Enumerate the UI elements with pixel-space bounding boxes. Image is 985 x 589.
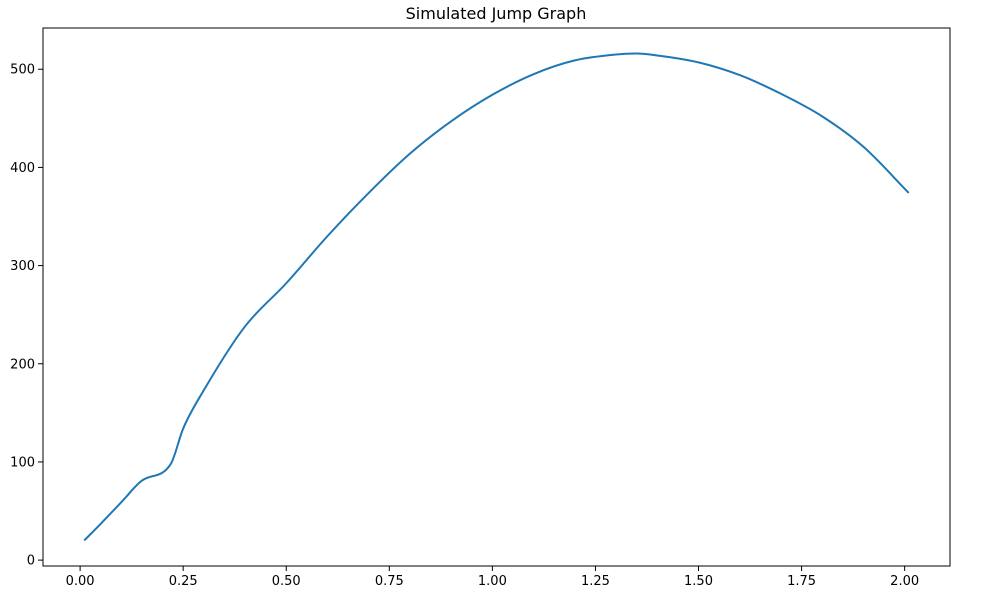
y-tick-label: 400 [10, 161, 35, 176]
x-tick-label: 0.00 [66, 574, 95, 589]
x-tick-label: 2.00 [890, 574, 919, 589]
y-axis: 0 100 200 300 400 500 [10, 63, 43, 569]
series-line [83, 52, 910, 542]
y-tick-label: 500 [10, 63, 35, 78]
x-tick-label: 0.75 [375, 574, 404, 589]
x-tick-label: 0.25 [169, 574, 198, 589]
chart-title: Simulated Jump Graph [406, 4, 587, 23]
x-tick-label: 0.50 [272, 574, 301, 589]
y-tick-label: 300 [10, 259, 35, 274]
x-tick-label: 1.75 [787, 574, 816, 589]
plot-frame [42, 27, 951, 567]
y-tick-label: 0 [27, 554, 35, 569]
x-tick-label: 1.25 [581, 574, 610, 589]
x-tick-label: 1.50 [684, 574, 713, 589]
plot-area [83, 52, 910, 542]
x-tick-label: 1.00 [478, 574, 507, 589]
x-axis: 0.00 0.25 0.50 0.75 1.00 1.25 1.50 1.75 2.00 [66, 566, 919, 589]
y-tick-label: 200 [10, 357, 35, 372]
y-tick-label: 100 [10, 455, 35, 470]
